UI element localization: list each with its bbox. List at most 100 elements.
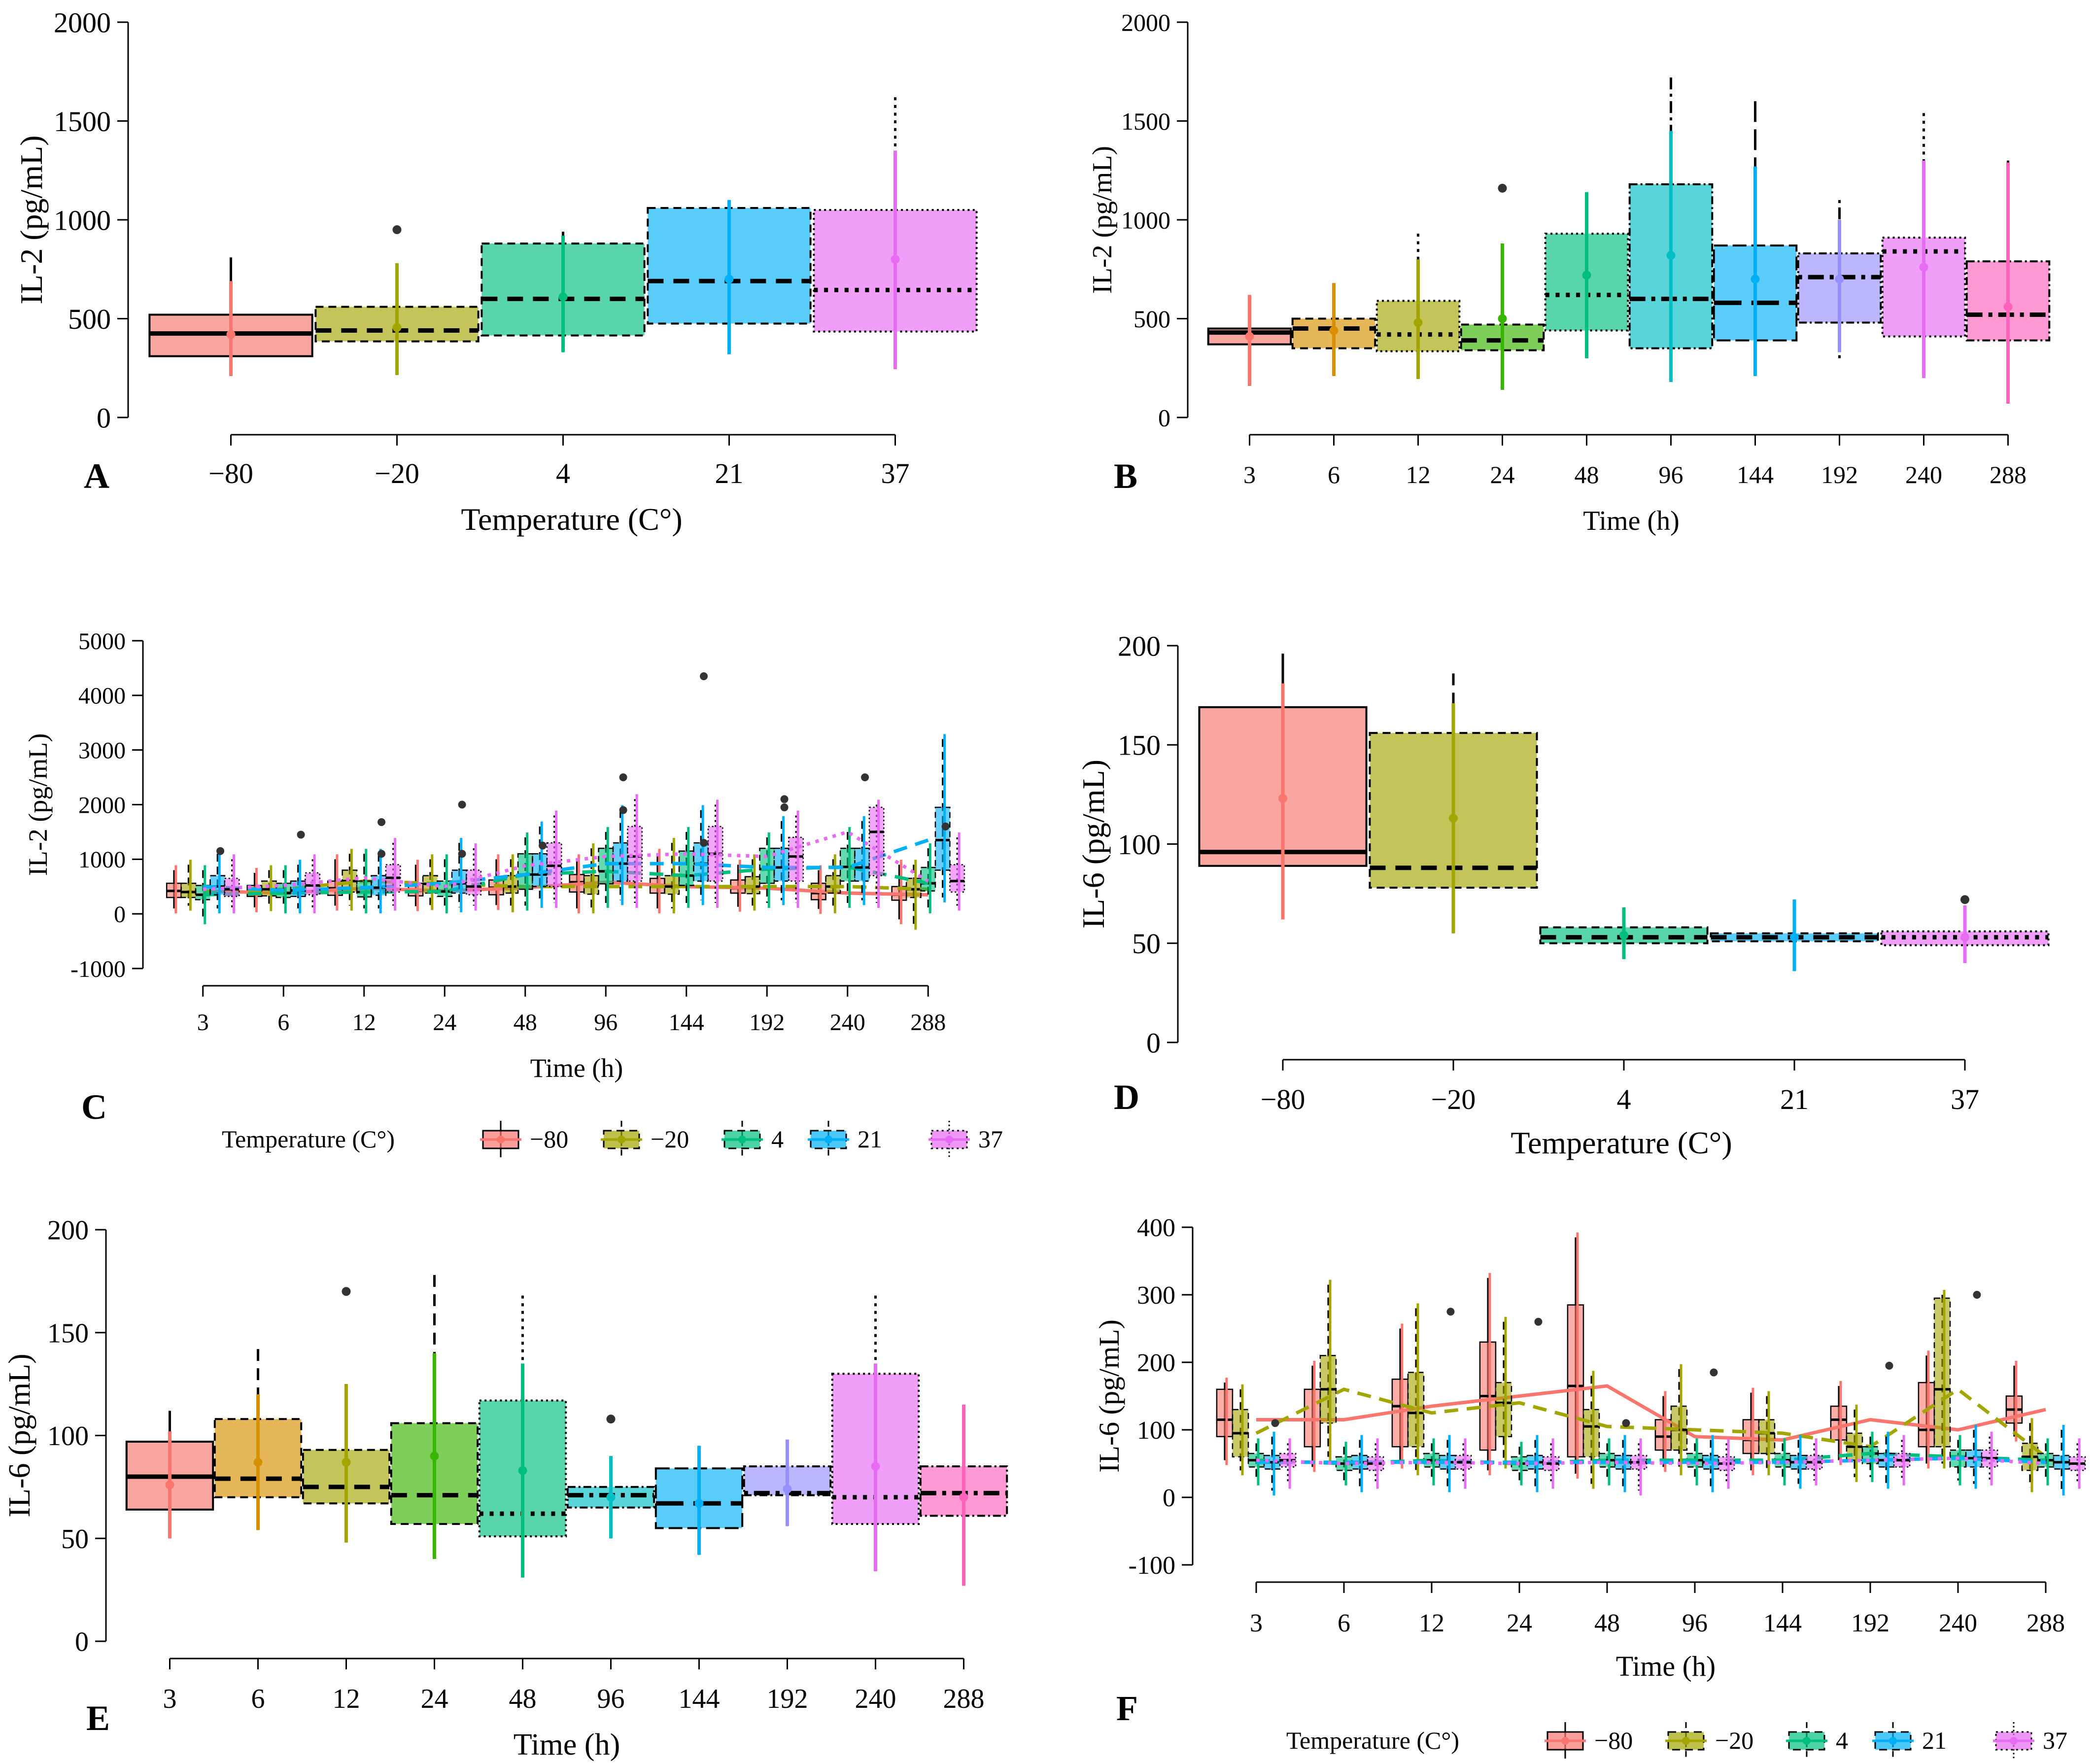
outlier-point: [539, 841, 547, 850]
box-body: [1407, 1372, 1425, 1448]
mean-point: [1449, 814, 1458, 823]
x-axis-label: Time (h): [1583, 506, 1680, 536]
x-tick-label: 12: [352, 1009, 376, 1036]
y-tick-label: 0: [1146, 1027, 1161, 1059]
box-body: [1742, 1419, 1760, 1454]
legend-label: 21: [858, 1125, 882, 1153]
y-tick-label: 1000: [54, 204, 111, 236]
x-tick-label: −20: [1431, 1083, 1476, 1115]
outlier-point: [606, 1415, 616, 1424]
y-tick-label: 0: [97, 402, 111, 434]
x-tick-label: 96: [594, 1009, 618, 1036]
outlier-point: [1885, 1361, 1893, 1370]
mean-point: [959, 1492, 968, 1502]
box-e-3: [390, 1275, 479, 1559]
x-tick-label: 12: [1419, 1609, 1444, 1637]
legend-label: −80: [530, 1125, 568, 1153]
outlier-point: [941, 822, 950, 830]
x-tick-label: 12: [1406, 461, 1431, 488]
x-tick-label: 37: [881, 457, 910, 489]
mean-point: [1498, 314, 1507, 323]
x-tick-label: 96: [1659, 461, 1683, 488]
outlier-point: [1498, 183, 1507, 193]
outlier-point: [1710, 1368, 1718, 1377]
legend-key-point: [1803, 1737, 1811, 1745]
outlier-point: [700, 672, 708, 681]
box-b-1: [1291, 283, 1376, 376]
x-tick-label: 288: [910, 1009, 946, 1036]
legend-label: 37: [978, 1125, 1003, 1153]
x-tick-label: 192: [767, 1684, 808, 1714]
x-tick-label: 24: [421, 1684, 448, 1714]
y-tick-label: 100: [1137, 1417, 1175, 1445]
x-tick-label: 144: [1737, 461, 1774, 488]
mean-point: [226, 330, 236, 339]
y-axis-label: IL-2 (pg/mL): [14, 136, 49, 305]
y-tick-label: 2000: [78, 792, 126, 818]
legend-label: −20: [651, 1125, 689, 1153]
y-tick-label: 1000: [78, 847, 126, 873]
box-a-4: [813, 97, 978, 369]
y-axis-label: IL-2 (pg/mL): [23, 733, 53, 876]
outlier-point: [392, 225, 402, 235]
series-median-line: [203, 838, 929, 893]
x-tick-label: 24: [1507, 1609, 1532, 1637]
box-b-9: [1965, 160, 2051, 404]
mean-point: [1413, 318, 1423, 327]
x-tick-label: 12: [333, 1684, 360, 1714]
box-body: [1758, 1419, 1776, 1454]
y-tick-label: 1000: [1121, 207, 1170, 234]
box-b-4: [1544, 192, 1629, 358]
box-d-1: [1369, 673, 1538, 934]
mean-point: [342, 1457, 351, 1467]
box-body: [1918, 1382, 1935, 1448]
legend-key-point: [1682, 1737, 1690, 1745]
panel-label: B: [1114, 456, 1137, 496]
outlier-point: [458, 800, 466, 809]
legend-key-point: [945, 1136, 953, 1143]
y-tick-label: 50: [1132, 928, 1161, 960]
x-tick-label: 3: [1243, 461, 1256, 488]
series-median-line: [1255, 1387, 2047, 1458]
mean-point: [1960, 933, 1969, 942]
legend-label: −80: [1594, 1727, 1633, 1754]
mean-point: [392, 323, 402, 332]
legend-key-point: [618, 1136, 625, 1143]
box-b-7: [1797, 200, 1882, 358]
series-c-4: [203, 794, 965, 914]
mean-point: [1582, 271, 1591, 280]
box-d-0: [1198, 654, 1368, 920]
x-tick-label: 288: [1990, 461, 2026, 488]
x-tick-label: 3: [163, 1684, 177, 1714]
x-tick-label: 6: [1328, 461, 1340, 488]
mean-point: [1619, 931, 1628, 940]
box-body: [788, 836, 804, 882]
outlier-point: [378, 850, 386, 858]
panel-e: 0 50 100 150 200 IL-6 (pg/mL) 3 6 12 24 48 96 144 192…: [3, 1215, 1008, 1762]
box-b-0: [1207, 295, 1292, 386]
outlier-point: [1446, 1308, 1455, 1316]
box-body: [825, 875, 841, 894]
box-a-2: [481, 232, 646, 352]
panel-label: D: [1114, 1077, 1139, 1117]
legend-title: Temperature (C°): [222, 1125, 395, 1153]
y-tick-label: 150: [1118, 729, 1161, 761]
x-tick-label: 144: [669, 1009, 704, 1036]
y-axis-label: IL-6 (pg/mL): [1076, 760, 1111, 929]
x-tick-label: 240: [830, 1009, 865, 1036]
x-tick-label: 4: [556, 457, 570, 489]
outlier-point: [619, 773, 627, 782]
x-tick-label: 6: [1338, 1609, 1350, 1637]
x-axis-label: Time (h): [514, 1728, 620, 1762]
x-tick-label: 3: [197, 1009, 209, 1036]
outlier-point: [619, 806, 627, 814]
box-body: [1567, 1304, 1584, 1458]
mean-point: [783, 1485, 792, 1494]
x-tick-label: −20: [375, 457, 419, 489]
box-body: [180, 882, 197, 899]
y-tick-label: 1500: [54, 105, 111, 138]
series-c-3: [203, 734, 951, 914]
box-body: [678, 850, 694, 886]
x-tick-label: 288: [2026, 1609, 2065, 1637]
x-tick-label: 37: [1951, 1083, 1979, 1115]
